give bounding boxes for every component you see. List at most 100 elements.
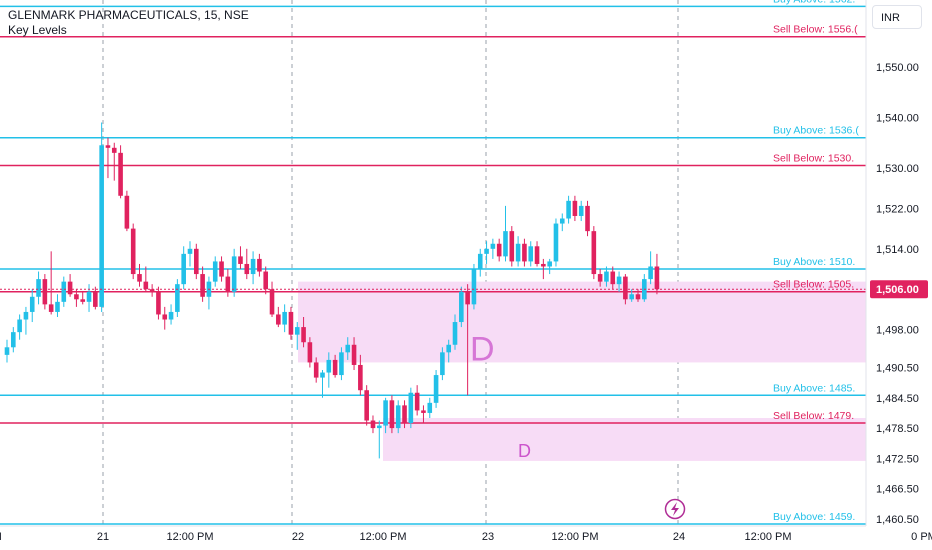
candle-body[interactable] bbox=[566, 200, 571, 219]
current-price-badge[interactable] bbox=[870, 280, 928, 299]
candle-body[interactable] bbox=[610, 271, 616, 285]
candle-body[interactable] bbox=[156, 291, 161, 315]
candle-body[interactable] bbox=[383, 400, 388, 426]
candle-body[interactable] bbox=[572, 200, 578, 216]
candle-body[interactable] bbox=[61, 281, 67, 302]
candle-body[interactable] bbox=[74, 294, 79, 300]
candle-body[interactable] bbox=[591, 231, 597, 275]
candle-body[interactable] bbox=[452, 322, 458, 345]
candle-body[interactable] bbox=[515, 243, 521, 262]
candle-body[interactable] bbox=[231, 256, 237, 292]
candle-body[interactable] bbox=[648, 266, 653, 280]
candle-body[interactable] bbox=[553, 223, 559, 262]
candle-body[interactable] bbox=[269, 289, 275, 315]
candle-body[interactable] bbox=[143, 281, 149, 290]
demand-zone[interactable] bbox=[298, 281, 866, 363]
candle-body[interactable] bbox=[250, 258, 256, 275]
candle-body[interactable] bbox=[111, 147, 117, 153]
candle-body[interactable] bbox=[326, 359, 332, 373]
candle-body[interactable] bbox=[168, 311, 174, 320]
candle-body[interactable] bbox=[294, 327, 300, 335]
candle-body[interactable] bbox=[427, 402, 433, 413]
candle-body[interactable] bbox=[484, 248, 489, 254]
candle-body[interactable] bbox=[225, 276, 231, 292]
candle-body[interactable] bbox=[351, 344, 357, 365]
candle-body[interactable] bbox=[313, 362, 319, 378]
candle-body[interactable] bbox=[541, 263, 546, 267]
candle-body[interactable] bbox=[635, 294, 641, 300]
candle-body[interactable] bbox=[301, 327, 306, 343]
candle-body[interactable] bbox=[86, 291, 92, 302]
candle-body[interactable] bbox=[534, 246, 540, 264]
candle-body[interactable] bbox=[414, 392, 420, 411]
candle-body[interactable] bbox=[288, 311, 294, 335]
candle-body[interactable] bbox=[490, 243, 496, 249]
indicator-label[interactable]: Key Levels bbox=[8, 23, 67, 37]
candle-body[interactable] bbox=[181, 253, 186, 285]
candle-body[interactable] bbox=[509, 231, 515, 262]
candle-body[interactable] bbox=[358, 364, 363, 391]
candle-body[interactable] bbox=[629, 294, 634, 300]
candle-body[interactable] bbox=[282, 311, 287, 325]
candle-body[interactable] bbox=[465, 291, 470, 305]
candle-body[interactable] bbox=[623, 276, 628, 300]
symbol-title[interactable]: GLENMARK PHARMACEUTICALS, 15, NSE bbox=[8, 8, 249, 22]
candle-body[interactable] bbox=[219, 261, 224, 277]
candle-body[interactable] bbox=[130, 228, 136, 275]
candle-body[interactable] bbox=[200, 274, 205, 297]
candle-body[interactable] bbox=[547, 261, 552, 267]
candle-body[interactable] bbox=[4, 347, 10, 355]
currency-selector[interactable]: INR bbox=[872, 5, 922, 29]
candle-body[interactable] bbox=[124, 195, 130, 229]
candle-body[interactable] bbox=[162, 314, 168, 320]
candle-body[interactable] bbox=[149, 289, 155, 292]
candle-body[interactable] bbox=[421, 410, 426, 413]
candle-body[interactable] bbox=[137, 274, 142, 282]
candle-body[interactable] bbox=[477, 253, 483, 270]
candle-body[interactable] bbox=[446, 344, 451, 353]
candle-body[interactable] bbox=[175, 284, 180, 312]
candle-body[interactable] bbox=[17, 319, 22, 333]
candle-body[interactable] bbox=[597, 274, 603, 282]
candle-body[interactable] bbox=[339, 352, 344, 376]
candle-body[interactable] bbox=[11, 332, 16, 348]
candle-body[interactable] bbox=[332, 359, 338, 376]
candle-body[interactable] bbox=[307, 342, 313, 363]
candle-body[interactable] bbox=[263, 271, 269, 290]
candle-body[interactable] bbox=[408, 392, 414, 424]
candle-body[interactable] bbox=[402, 405, 407, 424]
candle-body[interactable] bbox=[345, 344, 351, 353]
candle-body[interactable] bbox=[212, 261, 218, 282]
candle-body[interactable] bbox=[433, 375, 439, 403]
candle-body[interactable] bbox=[67, 281, 73, 295]
candle-body[interactable] bbox=[80, 299, 86, 302]
candle-body[interactable] bbox=[578, 205, 584, 216]
candle-body[interactable] bbox=[194, 248, 199, 275]
candle-body[interactable] bbox=[585, 205, 590, 232]
candle-body[interactable] bbox=[440, 352, 445, 376]
candle-body[interactable] bbox=[244, 263, 250, 275]
candle-body[interactable] bbox=[99, 145, 104, 307]
candle-body[interactable] bbox=[616, 276, 622, 285]
candle-body[interactable] bbox=[42, 279, 48, 305]
candle-body[interactable] bbox=[528, 246, 534, 262]
candle-body[interactable] bbox=[559, 218, 565, 224]
candle-body[interactable] bbox=[23, 311, 29, 320]
candle-body[interactable] bbox=[238, 256, 243, 264]
candle-body[interactable] bbox=[320, 372, 325, 378]
candle-body[interactable] bbox=[376, 425, 382, 429]
candle-body[interactable] bbox=[395, 405, 401, 429]
candle-body[interactable] bbox=[105, 145, 111, 148]
price-axis[interactable] bbox=[866, 0, 932, 550]
candle-body[interactable] bbox=[389, 400, 395, 429]
candle-body[interactable] bbox=[604, 271, 609, 282]
candle-body[interactable] bbox=[370, 420, 376, 429]
candle-body[interactable] bbox=[276, 314, 281, 325]
candle-body[interactable] bbox=[36, 279, 41, 297]
candle-body[interactable] bbox=[257, 258, 262, 272]
candle-body[interactable] bbox=[29, 296, 35, 312]
candle-body[interactable] bbox=[522, 243, 527, 262]
candle-body[interactable] bbox=[496, 243, 502, 257]
candle-body[interactable] bbox=[93, 291, 98, 307]
